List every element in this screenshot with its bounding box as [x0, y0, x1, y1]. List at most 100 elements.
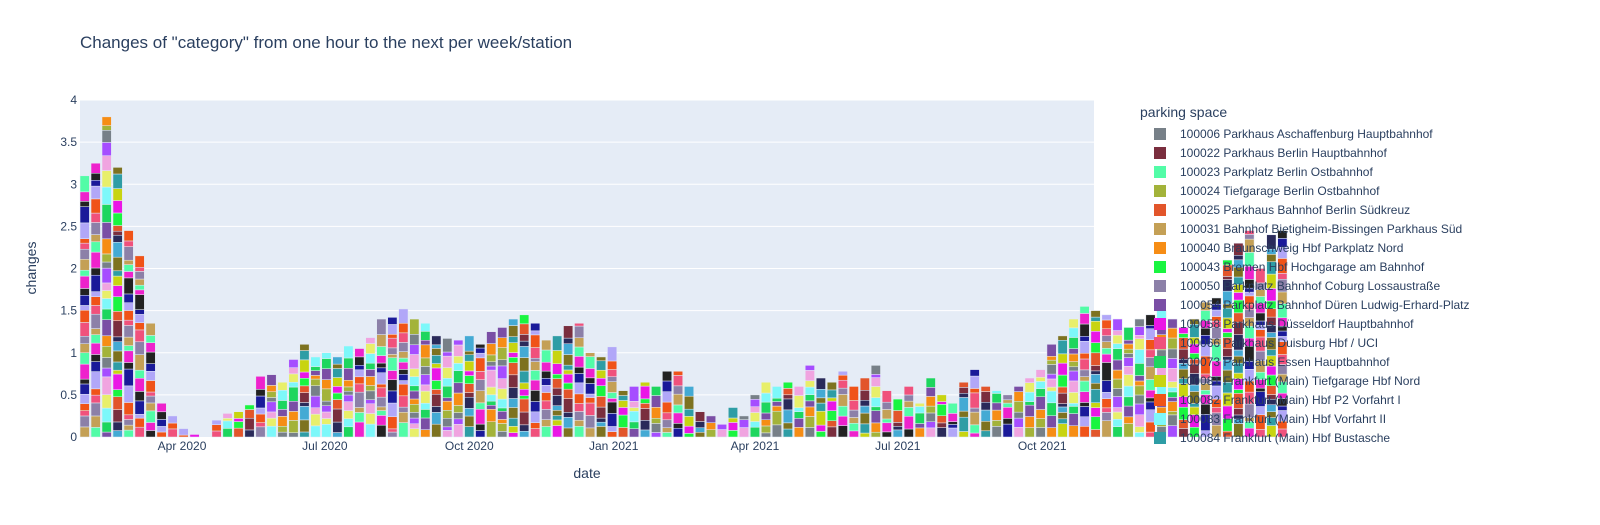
bar-segment — [958, 381, 969, 388]
bar-segment — [519, 411, 530, 426]
legend-item[interactable]: 100022 Parkhaus Berlin Hauptbahnhof — [1140, 143, 1590, 162]
bar-segment — [101, 290, 112, 299]
bar-segment — [409, 404, 420, 413]
bar-segment — [1079, 369, 1090, 377]
bar-segment — [409, 368, 420, 377]
legend-item[interactable]: 100006 Parkhaus Aschaffenburg Hauptbahnh… — [1140, 124, 1590, 143]
bar-segment — [508, 357, 519, 363]
legend-item[interactable]: 100054 Parkplatz Bahnhof Düren Ludwig-Er… — [1140, 295, 1590, 314]
bar-segment — [1112, 330, 1123, 336]
bar-segment — [255, 422, 266, 428]
bar-segment — [453, 339, 464, 346]
bar-segment — [1112, 388, 1123, 397]
bar-segment — [958, 431, 969, 438]
legend-item[interactable]: 100058 Parkhaus Düsseldorf Hauptbahnhof — [1140, 314, 1590, 333]
bar-segment — [486, 343, 497, 356]
legend-item[interactable]: 100040 Braunschweig Hbf Parkplatz Nord — [1140, 238, 1590, 257]
bar-segment — [409, 428, 420, 438]
bar-segment — [541, 378, 552, 386]
bar-segment — [772, 401, 782, 407]
bar-segment — [1068, 318, 1079, 329]
bar-segment — [156, 419, 167, 427]
bar-segment — [508, 352, 519, 358]
bar-segment — [1244, 230, 1255, 235]
bar-segment — [365, 423, 376, 438]
bar-segment — [90, 361, 101, 372]
bar-segment — [1068, 413, 1079, 426]
bar-segment — [1101, 398, 1112, 409]
bar-segment — [486, 405, 497, 410]
bar-segment — [475, 352, 486, 359]
legend-item[interactable]: 100031 Bahnhof Bietigheim-Bissingen Park… — [1140, 219, 1590, 238]
bar-segment — [1123, 385, 1134, 398]
legend-item[interactable]: 100023 Parkplatz Berlin Ostbahnhof — [1140, 162, 1590, 181]
legend-item[interactable]: 100084 Frankfurt (Main) Hbf Bustasche — [1140, 428, 1590, 447]
y-tick-label: 2.5 — [60, 219, 77, 233]
legend-item[interactable]: 100066 Parkhaus Duisburg Hbf / UCI — [1140, 333, 1590, 352]
bar-segment — [1035, 427, 1046, 438]
bar-segment — [79, 383, 90, 395]
bar-segment — [79, 175, 90, 193]
bar-segment — [804, 406, 815, 417]
bar-segment — [1090, 331, 1101, 343]
legend-item[interactable]: 100050 Parkplatz Bahnhof Coburg Lossaust… — [1140, 276, 1590, 295]
bar-segment — [145, 371, 156, 381]
bar-segment — [837, 371, 848, 376]
bar-segment — [585, 393, 596, 398]
bar-segment — [629, 407, 640, 412]
bar-segment — [1079, 306, 1090, 314]
bar-segment — [310, 375, 321, 380]
bar-segment — [815, 389, 826, 399]
bar-segment — [596, 421, 607, 427]
bar-segment — [574, 393, 585, 404]
legend-item[interactable]: 100083 Frankfurt (Main) Hbf Vorfahrt II — [1140, 409, 1590, 428]
legend-item[interactable]: 100043 Bremen Hbf Hochgarage am Bahnhof — [1140, 257, 1590, 276]
bar-segment — [420, 366, 431, 375]
bar-segment — [640, 408, 650, 421]
bar-segment — [859, 432, 870, 438]
bar-segment — [376, 372, 387, 385]
bar-segment — [772, 397, 782, 402]
bar-segment — [79, 201, 90, 207]
legend-item[interactable]: 100081 Frankfurt (Main) Tiefgarage Hbf N… — [1140, 371, 1590, 390]
bar-segment — [134, 284, 145, 291]
bar-segment — [387, 390, 398, 404]
legend-item[interactable]: 100024 Tiefgarage Berlin Ostbahnhof — [1140, 181, 1590, 200]
bar-segment — [79, 310, 90, 323]
legend-item[interactable]: 100073 Parkhaus Essen Hauptbahnhof — [1140, 352, 1590, 371]
bar-segment — [574, 346, 585, 357]
bar-segment — [508, 325, 519, 337]
bar-segment — [453, 382, 464, 394]
bar-segment — [387, 370, 398, 381]
bar-segment — [387, 416, 398, 430]
bar-segment — [1002, 402, 1013, 408]
bar-segment — [903, 428, 914, 438]
bar-segment — [739, 415, 749, 420]
bar-segment — [662, 419, 672, 428]
bar-segment — [618, 400, 629, 408]
bar-segment — [1046, 386, 1057, 392]
bar-segment — [255, 389, 266, 397]
bar-segment — [585, 415, 596, 429]
legend-item[interactable]: 100025 Parkhaus Bahnhof Berlin Südkreuz — [1140, 200, 1590, 219]
legend-item[interactable]: 100082 Frankfurt (Main) Hbf P2 Vorfahrt … — [1140, 390, 1590, 409]
bar-segment — [508, 342, 519, 353]
x-tick-label: Jan 2021 — [589, 439, 639, 453]
bar-segment — [826, 420, 837, 428]
bar-segment — [376, 318, 387, 335]
bar-segment — [629, 401, 640, 408]
bar-segment — [90, 222, 101, 235]
bar-segment — [772, 424, 782, 438]
bar-segment — [464, 335, 475, 352]
bar-segment — [1112, 348, 1123, 361]
bar-segment — [332, 432, 343, 438]
legend-label: 100083 Frankfurt (Main) Hbf Vorfahrt II — [1180, 411, 1387, 426]
bar-segment — [1101, 412, 1112, 421]
bar-segment — [1057, 406, 1068, 413]
bar-segment — [90, 198, 101, 214]
bar-segment — [1046, 359, 1057, 365]
bar-segment — [1024, 427, 1035, 438]
bar-segment — [541, 385, 552, 393]
bar-segment — [761, 392, 771, 403]
